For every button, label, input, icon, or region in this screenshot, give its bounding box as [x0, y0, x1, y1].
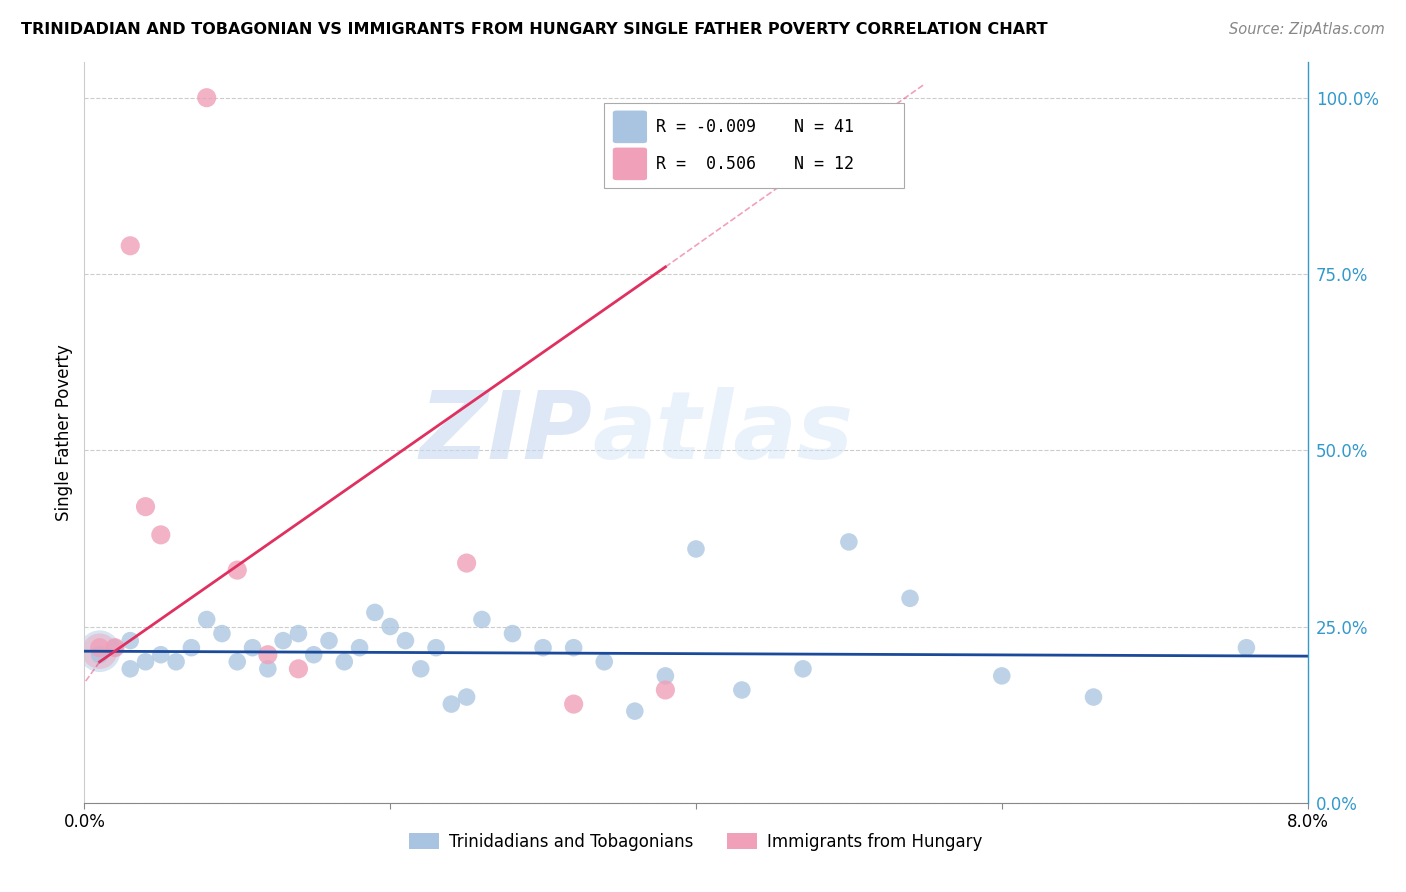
Point [562, 697, 585, 711]
Text: TRINIDADIAN AND TOBAGONIAN VS IMMIGRANTS FROM HUNGARY SINGLE FATHER POVERTY CORR: TRINIDADIAN AND TOBAGONIAN VS IMMIGRANTS… [21, 22, 1047, 37]
Point [149, 528, 172, 542]
Point [440, 697, 463, 711]
Point [593, 655, 616, 669]
FancyBboxPatch shape [613, 111, 647, 143]
Point [456, 556, 478, 570]
Point [898, 591, 921, 606]
Point [120, 239, 142, 253]
Point [1236, 640, 1258, 655]
Point [792, 662, 814, 676]
Text: ZIP: ZIP [419, 386, 592, 479]
Point [562, 640, 585, 655]
Point [135, 500, 157, 514]
Point [257, 662, 280, 676]
Point [120, 662, 142, 676]
Point [211, 626, 233, 640]
Text: N = 41: N = 41 [794, 118, 853, 136]
Point [838, 535, 860, 549]
Text: Source: ZipAtlas.com: Source: ZipAtlas.com [1229, 22, 1385, 37]
Point [226, 655, 249, 669]
Point [104, 640, 127, 655]
Point [502, 626, 524, 640]
Point [333, 655, 356, 669]
Point [302, 648, 325, 662]
Point [89, 644, 111, 658]
Point [624, 704, 647, 718]
Point [149, 648, 172, 662]
Point [471, 612, 494, 626]
Point [180, 640, 202, 655]
Point [380, 619, 402, 633]
Point [287, 626, 309, 640]
Point [104, 640, 127, 655]
Point [991, 669, 1014, 683]
Point [654, 669, 676, 683]
Point [394, 633, 416, 648]
Point [425, 640, 447, 655]
FancyBboxPatch shape [605, 103, 904, 188]
Point [89, 644, 111, 658]
Point [287, 662, 309, 676]
Point [271, 633, 294, 648]
Point [685, 541, 707, 556]
Y-axis label: Single Father Poverty: Single Father Poverty [55, 344, 73, 521]
Point [409, 662, 432, 676]
FancyBboxPatch shape [613, 147, 647, 180]
Point [731, 683, 754, 698]
Point [135, 655, 157, 669]
Point [120, 633, 142, 648]
Text: R =  0.506: R = 0.506 [655, 155, 755, 173]
Point [165, 655, 187, 669]
Point [195, 612, 218, 626]
Point [531, 640, 554, 655]
Point [318, 633, 340, 648]
Point [89, 640, 111, 655]
Point [242, 640, 264, 655]
Point [654, 683, 676, 698]
Point [226, 563, 249, 577]
Point [349, 640, 371, 655]
Point [195, 91, 218, 105]
Point [364, 606, 387, 620]
Text: atlas: atlas [592, 386, 853, 479]
Legend: Trinidadians and Tobagonians, Immigrants from Hungary: Trinidadians and Tobagonians, Immigrants… [402, 826, 990, 857]
Point [456, 690, 478, 704]
Text: R = -0.009: R = -0.009 [655, 118, 755, 136]
Point [89, 648, 111, 662]
Point [257, 648, 280, 662]
Point [1083, 690, 1105, 704]
Text: N = 12: N = 12 [794, 155, 853, 173]
